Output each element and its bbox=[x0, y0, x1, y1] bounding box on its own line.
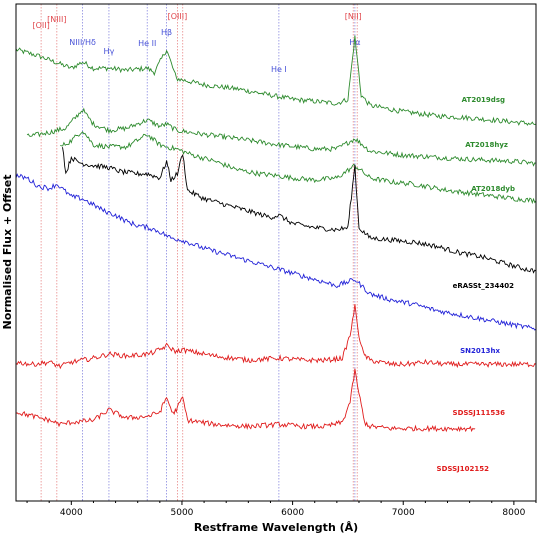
series-label: SDSSJ111536 bbox=[453, 409, 506, 417]
series-label: AT2018dyb bbox=[471, 185, 515, 193]
reference-line-label: Hγ bbox=[104, 47, 115, 56]
reference-line-label: Hβ bbox=[161, 28, 172, 37]
reference-line-label: [NII] bbox=[345, 12, 362, 21]
series-label: SDSSJ102152 bbox=[437, 465, 490, 473]
series-line-at2019dsg bbox=[15, 35, 537, 126]
reference-line-label: He I bbox=[271, 65, 287, 74]
series-line-sn2013hx bbox=[15, 173, 537, 331]
plot-frame bbox=[15, 3, 537, 502]
x-tick-label: 8000 bbox=[502, 508, 525, 518]
series-label: AT2018hyz bbox=[465, 141, 508, 149]
reference-line-label: [OII] bbox=[32, 21, 49, 30]
x-tick-label: 7000 bbox=[392, 508, 415, 518]
series-line-sdssj111536 bbox=[15, 303, 537, 370]
x-tick-label: 6000 bbox=[281, 508, 304, 518]
x-tick-label: 5000 bbox=[171, 508, 194, 518]
reference-line-label: He II bbox=[138, 39, 156, 48]
series-line-sdssj102152 bbox=[15, 368, 476, 433]
y-axis-label: Normalised Flux + Offset bbox=[1, 175, 14, 330]
reference-lines bbox=[40, 4, 358, 501]
reference-line-label: Hα bbox=[349, 38, 360, 47]
reference-line-label: [NIII] bbox=[47, 15, 66, 24]
series-label: SN2013hx bbox=[460, 347, 500, 355]
x-axis-label: Restframe Wavelength (Å) bbox=[194, 521, 358, 534]
spectra-series bbox=[15, 35, 537, 433]
series-labels: AT2019dsg AT2018hyz AT2018dyb eRASSt_234402… bbox=[437, 96, 515, 473]
reference-labels: [OII][NIII] NIII/Hδ Hγ He II Hβ [OIII] He I [NI… bbox=[32, 12, 361, 74]
reference-line-label: NIII/Hδ bbox=[69, 38, 96, 47]
series-line-at2018dyb bbox=[60, 131, 537, 205]
x-tick-label: 4000 bbox=[60, 508, 83, 518]
series-line-erasst-234402 bbox=[62, 147, 537, 274]
x-axis-ticks: 4000 5000 6000 7000 8000 bbox=[26, 501, 537, 518]
series-label: eRASSt_234402 bbox=[453, 282, 515, 290]
series-label: AT2019dsg bbox=[462, 96, 505, 104]
series-line-at2018hyz bbox=[26, 107, 537, 167]
reference-line-label: [OIII] bbox=[168, 12, 188, 21]
